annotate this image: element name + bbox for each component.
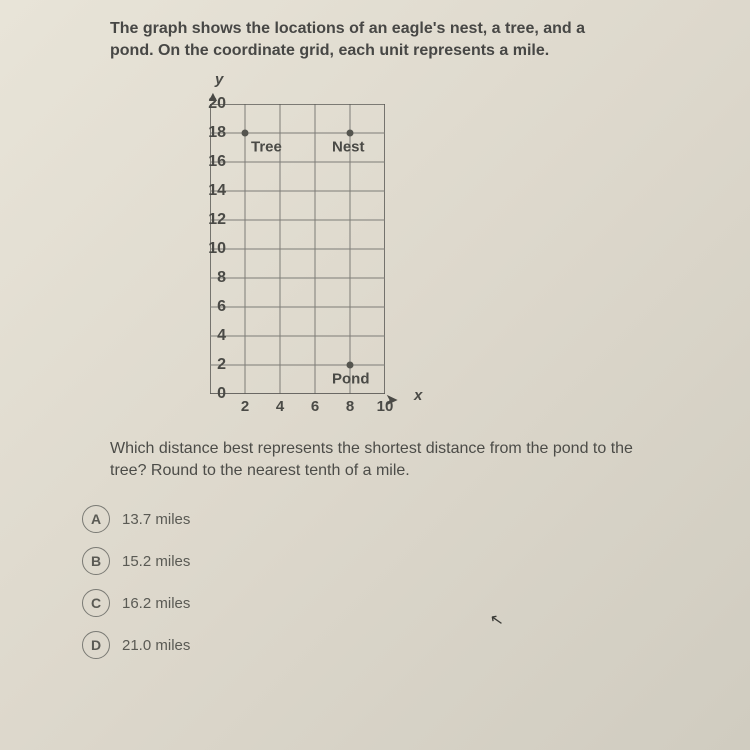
question-text: Which distance best represents the short… bbox=[110, 438, 670, 481]
y-tick: 14 bbox=[186, 182, 226, 200]
x-tick: 10 bbox=[377, 398, 394, 415]
x-tick: 2 bbox=[241, 398, 249, 415]
coordinate-chart: ▲ TreeNestPond ➤ x 024681012141618202468… bbox=[150, 90, 410, 430]
y-tick: 18 bbox=[186, 124, 226, 142]
chart-point-tree bbox=[242, 130, 249, 137]
choice-c[interactable]: C 16.2 miles bbox=[82, 589, 690, 617]
chart-label-pond: Pond bbox=[332, 371, 370, 388]
x-tick: 8 bbox=[346, 398, 354, 415]
y-tick: 2 bbox=[186, 356, 226, 374]
choice-letter: C bbox=[82, 589, 110, 617]
choice-letter: B bbox=[82, 547, 110, 575]
choice-text: 13.7 miles bbox=[122, 511, 190, 528]
answer-choices: A 13.7 miles B 15.2 miles C 16.2 miles D 21.0 m… bbox=[82, 505, 690, 659]
x-tick: 4 bbox=[276, 398, 284, 415]
y-tick: 20 bbox=[186, 95, 226, 113]
choice-d[interactable]: D 21.0 miles bbox=[82, 631, 690, 659]
problem-prompt: The graph shows the locations of an eagl… bbox=[110, 18, 630, 61]
x-axis-label: x bbox=[414, 387, 422, 404]
chart-label-tree: Tree bbox=[251, 139, 282, 156]
x-tick: 6 bbox=[311, 398, 319, 415]
y-tick: 12 bbox=[186, 211, 226, 229]
choice-text: 15.2 miles bbox=[122, 553, 190, 570]
choice-letter: A bbox=[82, 505, 110, 533]
choice-b[interactable]: B 15.2 miles bbox=[82, 547, 690, 575]
choice-a[interactable]: A 13.7 miles bbox=[82, 505, 690, 533]
y-tick: 8 bbox=[186, 269, 226, 287]
y-tick: 6 bbox=[186, 298, 226, 316]
chart-point-nest bbox=[347, 130, 354, 137]
choice-text: 16.2 miles bbox=[122, 595, 190, 612]
choice-text: 21.0 miles bbox=[122, 637, 190, 654]
y-tick: 0 bbox=[186, 385, 226, 403]
chart-label-nest: Nest bbox=[332, 139, 365, 156]
y-tick: 10 bbox=[186, 240, 226, 258]
choice-letter: D bbox=[82, 631, 110, 659]
y-tick: 4 bbox=[186, 327, 226, 345]
chart-point-pond bbox=[347, 362, 354, 369]
y-tick: 16 bbox=[186, 153, 226, 171]
y-axis-label: y bbox=[215, 71, 690, 88]
